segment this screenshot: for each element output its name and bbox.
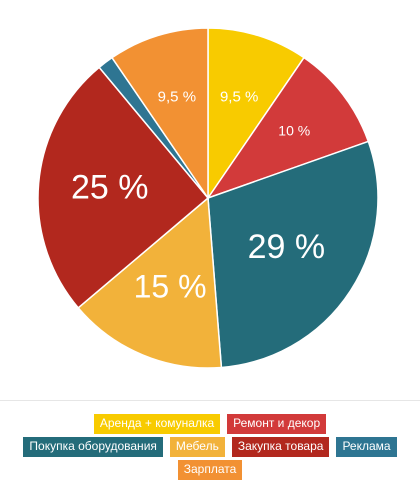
- pie-slice: [207, 27, 306, 201]
- slice-label: 9,5 %: [220, 88, 258, 105]
- pie-slice: [207, 140, 379, 369]
- legend-row: Покупка оборудования Мебель Закупка товара…: [0, 437, 420, 457]
- legend-item: Закупка товара: [231, 437, 330, 457]
- pie-chart: 9,5 % 10 % 29 % 15 % 25 % 9,5 %: [37, 27, 379, 369]
- slice-label: 29 %: [248, 228, 326, 266]
- legend-row: Зарплата: [0, 460, 420, 480]
- pie-slice: [110, 27, 209, 201]
- legend-item: Ремонт и декор: [227, 414, 327, 434]
- pie-slice: [77, 196, 223, 369]
- legend-divider: [0, 400, 420, 401]
- slice-label: 9,5 %: [158, 88, 196, 105]
- pie-chart-svg: 9,5 % 10 % 29 % 15 % 25 % 9,5 %: [37, 27, 379, 369]
- slice-label: 10 %: [278, 122, 310, 138]
- pie-slice: [206, 56, 370, 200]
- chart-legend: Аренда + комуналка Ремонт и декор Покупка …: [0, 414, 420, 482]
- legend-item: Мебель: [169, 437, 225, 457]
- pie-slice: [37, 66, 210, 309]
- legend-item: Реклама: [336, 437, 397, 457]
- legend-item: Аренда + комуналка: [93, 414, 221, 434]
- legend-row: Аренда + комуналка Ремонт и декор: [0, 414, 420, 434]
- slice-label: 25 %: [71, 168, 149, 206]
- legend-item: Покупка оборудования: [23, 437, 163, 457]
- slice-label: 15 %: [134, 268, 207, 304]
- legend-item: Зарплата: [177, 460, 243, 480]
